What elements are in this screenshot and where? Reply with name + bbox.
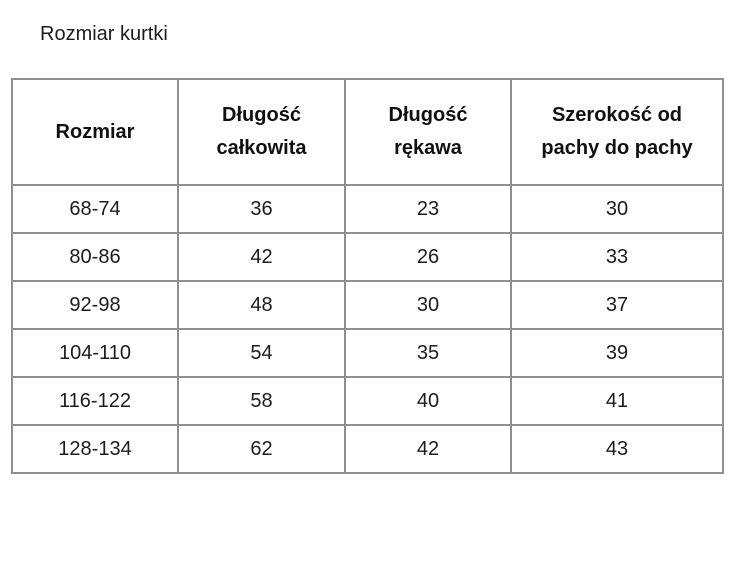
header-line: całkowita — [216, 137, 307, 159]
cell-total-length: 62 — [177, 424, 346, 474]
cell-size: 104-110 — [11, 328, 179, 378]
cell-chest-width: 41 — [510, 376, 724, 426]
header-line: Rozmiar — [55, 120, 135, 143]
cell-sleeve-length: 42 — [344, 424, 512, 474]
table-row: 80-86 42 26 33 — [11, 232, 724, 282]
col-header-size: Rozmiar — [11, 78, 179, 186]
col-header-chest-width: Szerokość od pachy do pachy — [510, 78, 724, 186]
header-line: Szerokość od — [551, 104, 683, 126]
cell-total-length: 36 — [177, 184, 346, 234]
cell-size: 80-86 — [11, 232, 179, 282]
cell-chest-width: 43 — [510, 424, 724, 474]
cell-sleeve-length: 40 — [344, 376, 512, 426]
cell-size: 128-134 — [11, 424, 179, 474]
table-row: 116-122 58 40 41 — [11, 376, 724, 426]
header-line: Długość — [222, 104, 301, 126]
table-row: 92-98 48 30 37 — [11, 280, 724, 330]
cell-chest-width: 39 — [510, 328, 724, 378]
cell-size: 92-98 — [11, 280, 179, 330]
cell-total-length: 42 — [177, 232, 346, 282]
page-title: Rozmiar kurtki — [40, 23, 168, 45]
cell-chest-width: 37 — [510, 280, 724, 330]
col-header-sleeve-length: Długość rękawa — [344, 78, 512, 186]
cell-size: 68-74 — [11, 184, 179, 234]
cell-total-length: 48 — [177, 280, 346, 330]
header-line: pachy do pachy — [541, 137, 693, 159]
header-row: Rozmiar Długość całkowita Długość rękawa… — [11, 78, 724, 186]
cell-chest-width: 33 — [510, 232, 724, 282]
col-header-total-length: Długość całkowita — [177, 78, 346, 186]
cell-sleeve-length: 26 — [344, 232, 512, 282]
table-row: 68-74 36 23 30 — [11, 184, 724, 234]
cell-sleeve-length: 23 — [344, 184, 512, 234]
header-line: rękawa — [394, 137, 462, 159]
cell-total-length: 58 — [177, 376, 346, 426]
cell-size: 116-122 — [11, 376, 179, 426]
jacket-size-table: Rozmiar Długość całkowita Długość rękawa… — [11, 78, 724, 474]
cell-sleeve-length: 30 — [344, 280, 512, 330]
cell-total-length: 54 — [177, 328, 346, 378]
cell-chest-width: 30 — [510, 184, 724, 234]
table-row: 104-110 54 35 39 — [11, 328, 724, 378]
header-line: Długość — [388, 104, 468, 126]
cell-sleeve-length: 35 — [344, 328, 512, 378]
table-row: 128-134 62 42 43 — [11, 424, 724, 474]
